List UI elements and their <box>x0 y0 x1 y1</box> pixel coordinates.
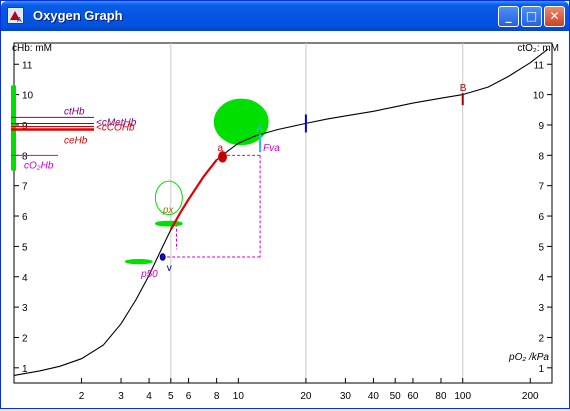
x-tick-label: 4 <box>146 391 152 402</box>
reference-line-label: ctHb <box>64 106 85 117</box>
reference-line-label: <cMetHb <box>96 117 137 128</box>
chart-background <box>4 31 566 407</box>
point-label: a <box>218 143 224 154</box>
y-tick-label-left: 2 <box>22 333 28 344</box>
app-icon[interactable]: A <box>7 7 24 24</box>
title-bar[interactable]: A Oxygen Graph _ □ ✕ <box>1 1 569 31</box>
window-title: Oxygen Graph <box>33 8 123 23</box>
x-tick-label: 30 <box>340 391 352 402</box>
x-tick-label: 50 <box>390 391 402 402</box>
y-tick-label-left: 5 <box>22 242 28 253</box>
reference-line-label: ceHb <box>64 136 88 147</box>
y-tick-label-right: 7 <box>538 182 544 193</box>
x-tick-label: 6 <box>186 391 192 402</box>
y-tick-label-left: 7 <box>22 182 28 193</box>
green-bar-5 <box>154 220 183 227</box>
maximize-icon: □ <box>525 9 538 23</box>
x-tick-label: 200 <box>522 391 539 402</box>
y-tick-label-left: 11 <box>22 60 33 71</box>
y-tick-label-left: 6 <box>22 212 28 223</box>
minimize-button[interactable]: _ <box>498 6 519 27</box>
svg-text:A: A <box>17 17 22 23</box>
y-tick-label-left: 8 <box>22 151 28 162</box>
y-tick-label-right: 3 <box>538 303 544 314</box>
x-tick-label: 80 <box>435 391 447 402</box>
point-label: A <box>256 124 263 135</box>
outline-green-ellipse <box>154 180 183 216</box>
y-tick-label-right: 5 <box>538 242 544 253</box>
y-tick-label-right: 9 <box>538 121 544 132</box>
y-tick-label-right: 4 <box>538 273 544 284</box>
x-tick-label: 60 <box>407 391 419 402</box>
x-axis-label: pO₂ /kPa <box>508 352 549 363</box>
x-tick-label: 40 <box>368 391 380 402</box>
close-icon: ✕ <box>549 9 560 23</box>
green-bar-p50 <box>124 258 153 265</box>
reference-line-label: <cCOHb <box>96 122 135 133</box>
x-tick-label: 3 <box>118 391 124 402</box>
left-axis-label: cHb: mM <box>12 43 52 54</box>
y-tick-label-right: 10 <box>533 91 545 102</box>
y-tick-label-right: 1 <box>538 364 544 375</box>
x-tick-label: 100 <box>454 391 471 402</box>
point-label: v <box>167 263 172 274</box>
large-green-ellipse <box>213 98 269 146</box>
y-tick-label-right: 11 <box>534 60 545 71</box>
point-v <box>159 253 166 261</box>
annotation-label: px <box>162 205 175 216</box>
app-icon-graphic: A <box>9 9 22 24</box>
maximize-button[interactable]: □ <box>521 6 542 27</box>
close-button[interactable]: ✕ <box>544 6 565 27</box>
x-tick-label: 10 <box>233 391 245 402</box>
x-tick-label: 5 <box>168 391 174 402</box>
y-tick-label-right: 8 <box>538 151 544 162</box>
right-axis-label: ctO₂: mM <box>517 43 559 54</box>
oxygen-saturation-curve <box>13 48 549 376</box>
y-tick-label-right: 2 <box>538 333 544 344</box>
point-label: B <box>460 83 467 94</box>
y-tick-label-left: 10 <box>22 91 34 102</box>
y-tick-label-right: 6 <box>538 212 544 223</box>
x-tick-label: 2 <box>79 391 85 402</box>
y-tick-label-left: 1 <box>22 364 28 375</box>
oxygen-dissociation-chart[interactable]: 2 3 4 5 6 8 10 20 30 40 50 60 80 100 200 1 12 23 34 45 56 67… <box>4 31 566 407</box>
x-tick-label: 20 <box>300 391 312 402</box>
minimize-icon: _ <box>505 9 512 23</box>
highlighted-curve-segment <box>169 159 218 231</box>
hemoglobin-range-bar <box>11 85 16 171</box>
point-a <box>218 151 228 163</box>
plot-frame <box>13 42 553 384</box>
annotation-label: p50 <box>140 269 158 280</box>
y-tick-label-left: 4 <box>22 273 28 284</box>
reference-line-label: cO₂Hb <box>24 160 54 171</box>
y-tick-label-left: 3 <box>22 303 28 314</box>
x-tick-label: 8 <box>214 391 220 402</box>
annotation-label: Fva <box>263 143 280 154</box>
